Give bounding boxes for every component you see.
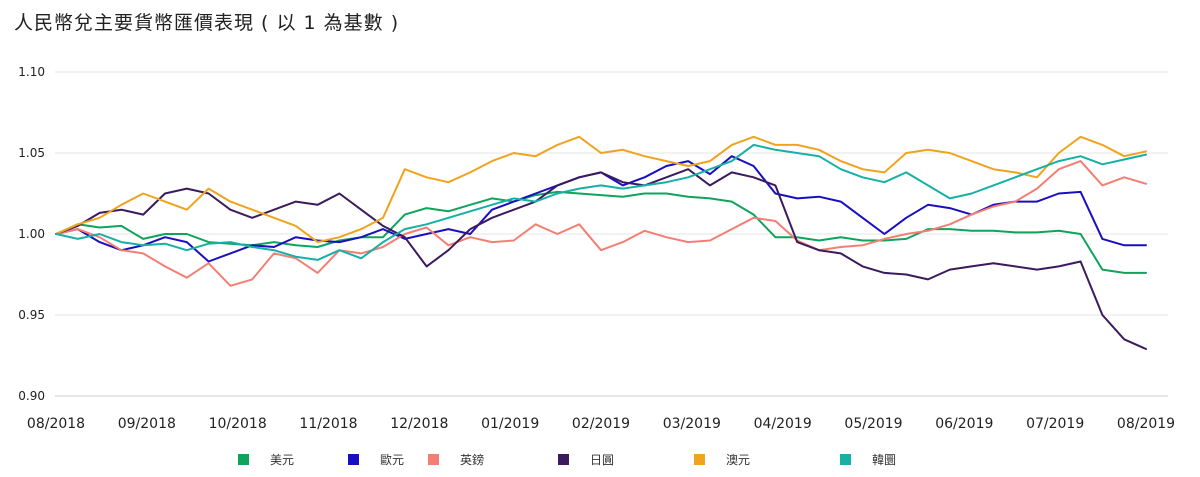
- x-tick-label: 04/2019: [754, 416, 812, 432]
- x-tick-label: 08/2018: [27, 416, 85, 432]
- x-tick-label: 05/2019: [844, 416, 902, 432]
- x-tick-label: 03/2019: [663, 416, 721, 432]
- legend-label: 美元: [270, 453, 294, 467]
- x-tick-label: 12/2018: [390, 416, 448, 432]
- legend-swatch: [238, 454, 249, 465]
- x-tick-label: 06/2019: [935, 416, 993, 432]
- y-tick-label: 0.95: [18, 308, 45, 322]
- gridlines: [55, 71, 1168, 397]
- y-tick-label: 0.90: [18, 389, 45, 403]
- y-tick-label: 1.05: [18, 146, 45, 160]
- series-line-0: [55, 190, 1147, 274]
- y-tick-label: 1.10: [18, 65, 45, 79]
- x-tick-label: 11/2018: [299, 416, 357, 432]
- legend-swatch: [840, 454, 851, 465]
- legend: 美元 歐元 英鎊 日圓 澳元 韓圜: [238, 452, 896, 467]
- series-line-2: [55, 160, 1147, 287]
- x-tick-label: 02/2019: [572, 416, 630, 432]
- legend-label: 韓圜: [872, 453, 896, 467]
- legend-swatch: [694, 454, 705, 465]
- legend-swatch: [348, 454, 359, 465]
- chart-title: 人民幣兌主要貨幣匯價表現 ( 以 1 為基數 ): [14, 12, 400, 34]
- legend-label: 歐元: [380, 452, 404, 467]
- x-tick-label: 08/2019: [1117, 416, 1175, 432]
- x-tick-label: 09/2018: [118, 416, 176, 432]
- legend-label: 澳元: [726, 453, 750, 467]
- legend-label: 英鎊: [460, 452, 484, 467]
- series-lines: [55, 135, 1147, 350]
- x-tick-label: 07/2019: [1026, 416, 1084, 432]
- y-tick-label: 1.00: [18, 227, 45, 241]
- series-line-3: [55, 168, 1147, 350]
- legend-swatch: [428, 454, 439, 465]
- legend-label: 日圓: [590, 453, 614, 467]
- series-line-4: [55, 135, 1147, 244]
- legend-swatch: [558, 454, 569, 465]
- x-axis-ticks: 08/2018 09/2018 10/2018 11/2018 12/2018 01/20…: [27, 416, 1175, 432]
- series-line-5: [55, 143, 1147, 261]
- x-tick-label: 01/2019: [481, 416, 539, 432]
- y-axis-ticks: 0.90 0.95 1.00 1.05 1.10: [18, 65, 45, 403]
- x-tick-label: 10/2018: [209, 416, 267, 432]
